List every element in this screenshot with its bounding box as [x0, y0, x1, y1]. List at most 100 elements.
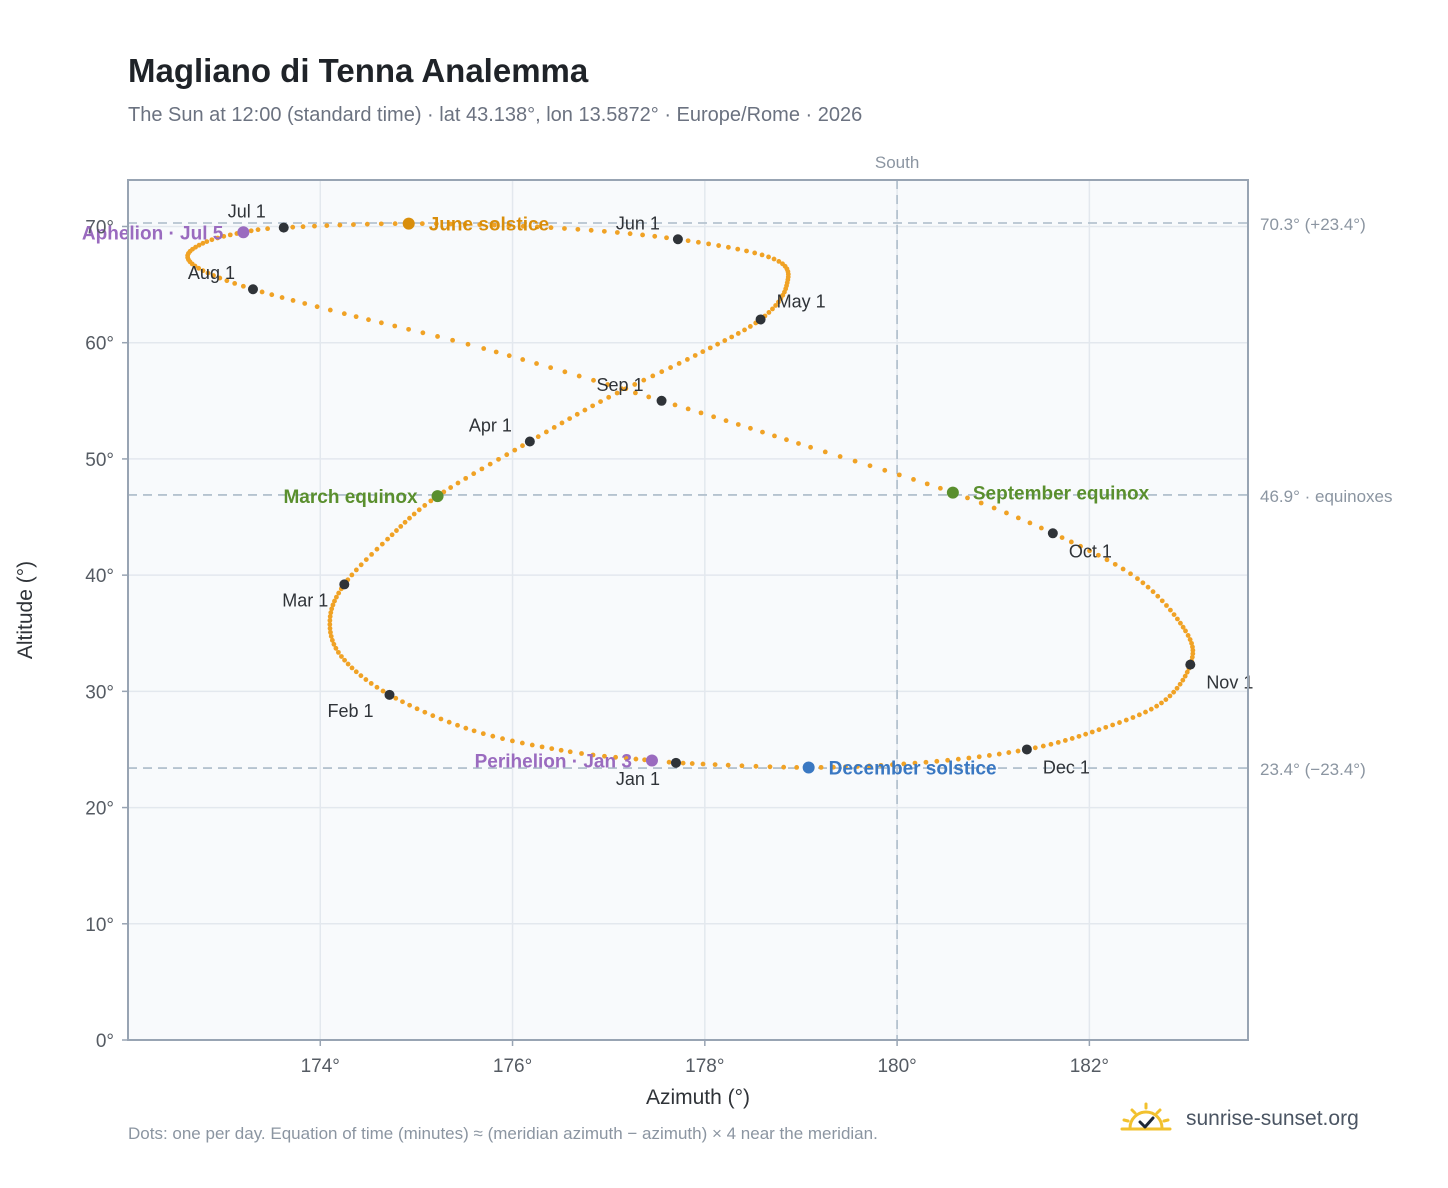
daily-dot	[685, 406, 691, 412]
daily-dot	[1174, 616, 1180, 622]
daily-dot	[605, 382, 611, 387]
daily-dot	[627, 231, 633, 237]
daily-dot	[345, 661, 351, 667]
y-tick-label: 50°	[85, 450, 114, 471]
daily-dot	[766, 254, 771, 260]
daily-dot	[818, 764, 824, 770]
month-label: Feb 1	[327, 701, 373, 721]
daily-dot	[534, 224, 540, 230]
daily-dot	[1059, 535, 1065, 541]
daily-dot	[776, 299, 781, 305]
daily-dot	[1104, 557, 1110, 563]
daily-dot	[602, 753, 607, 759]
daily-dot	[248, 228, 254, 234]
x-tick-label: 178°	[685, 1056, 724, 1077]
daily-dot	[329, 637, 335, 643]
daily-dot	[700, 761, 706, 767]
daily-dot	[539, 744, 545, 750]
daily-dot	[422, 503, 428, 508]
month-label: May 1	[777, 291, 826, 311]
daily-dot	[780, 261, 785, 267]
daily-dot	[327, 618, 333, 623]
daily-dot	[723, 418, 729, 424]
daily-dot	[855, 764, 860, 769]
daily-dot	[328, 629, 333, 635]
daily-dot	[1159, 598, 1165, 604]
daily-dot	[796, 441, 801, 446]
daily-dot	[623, 386, 629, 392]
daily-dot	[725, 762, 731, 768]
daily-dot	[945, 757, 951, 763]
event-label: March equinox	[283, 487, 418, 508]
daily-dot	[385, 536, 390, 542]
daily-dot	[398, 524, 404, 529]
daily-dot	[747, 324, 753, 329]
daily-dot	[1171, 689, 1177, 695]
daily-dot	[753, 763, 759, 769]
daily-dot	[911, 477, 916, 482]
daily-dot	[481, 346, 487, 351]
plot-area	[128, 180, 1248, 1040]
daily-dot	[490, 733, 496, 739]
daily-dot	[349, 572, 355, 578]
daily-dot	[715, 341, 721, 347]
daily-dot	[633, 756, 639, 762]
daily-dot	[1004, 510, 1009, 516]
daily-dot	[363, 557, 369, 563]
month-label: Jun 1	[616, 213, 660, 233]
daily-dot	[924, 481, 930, 487]
event-marker	[237, 226, 250, 239]
daily-dot	[619, 386, 625, 392]
daily-dot	[192, 263, 198, 269]
reference-line-label: 23.4° (−23.4°)	[1260, 760, 1366, 779]
daily-dot	[978, 500, 984, 506]
daily-dot	[676, 361, 682, 366]
daily-dot	[558, 747, 564, 753]
daily-dot	[402, 519, 408, 525]
event-marker	[802, 761, 815, 774]
daily-dot	[358, 673, 364, 679]
daily-dot	[606, 394, 612, 400]
daily-dot	[506, 353, 512, 359]
daily-dot	[760, 429, 765, 435]
month-marker	[656, 395, 667, 406]
daily-dot	[374, 546, 380, 552]
plot-frame	[127, 179, 1249, 1041]
daily-dot	[204, 239, 210, 244]
daily-dot	[559, 420, 565, 426]
daily-dot	[1130, 715, 1136, 720]
daily-dot	[748, 425, 753, 431]
daily-dot	[331, 641, 337, 647]
daily-dot	[353, 314, 359, 320]
daily-dot	[200, 240, 206, 246]
daily-dot	[330, 602, 336, 608]
y-tick-label: 60°	[85, 334, 114, 355]
sun-check-icon	[1120, 1102, 1172, 1131]
daily-dot	[380, 688, 386, 694]
daily-dot	[487, 461, 493, 467]
daily-dot	[504, 452, 510, 458]
daily-dot	[986, 753, 992, 758]
daily-dot	[700, 349, 706, 355]
daily-dot	[725, 244, 731, 250]
daily-dot	[623, 755, 629, 761]
daily-dot	[334, 594, 339, 600]
daily-dot	[549, 746, 555, 752]
daily-dot	[430, 713, 436, 719]
daily-dot	[368, 681, 374, 686]
daily-dot	[1183, 628, 1188, 634]
daily-dot	[332, 598, 337, 604]
daily-dot	[613, 754, 618, 760]
daily-dot	[279, 295, 285, 300]
daily-dot	[265, 226, 271, 232]
daily-dot	[428, 498, 434, 504]
daily-dot	[781, 764, 787, 770]
daily-dot	[666, 759, 672, 765]
daily-dot	[707, 345, 713, 351]
daily-dot	[784, 437, 789, 443]
daily-dot	[329, 606, 335, 612]
month-marker	[524, 436, 535, 447]
daily-dot	[937, 485, 943, 491]
brand[interactable]: sunrise-sunset.org	[1120, 1102, 1359, 1136]
daily-dot	[1140, 580, 1146, 586]
